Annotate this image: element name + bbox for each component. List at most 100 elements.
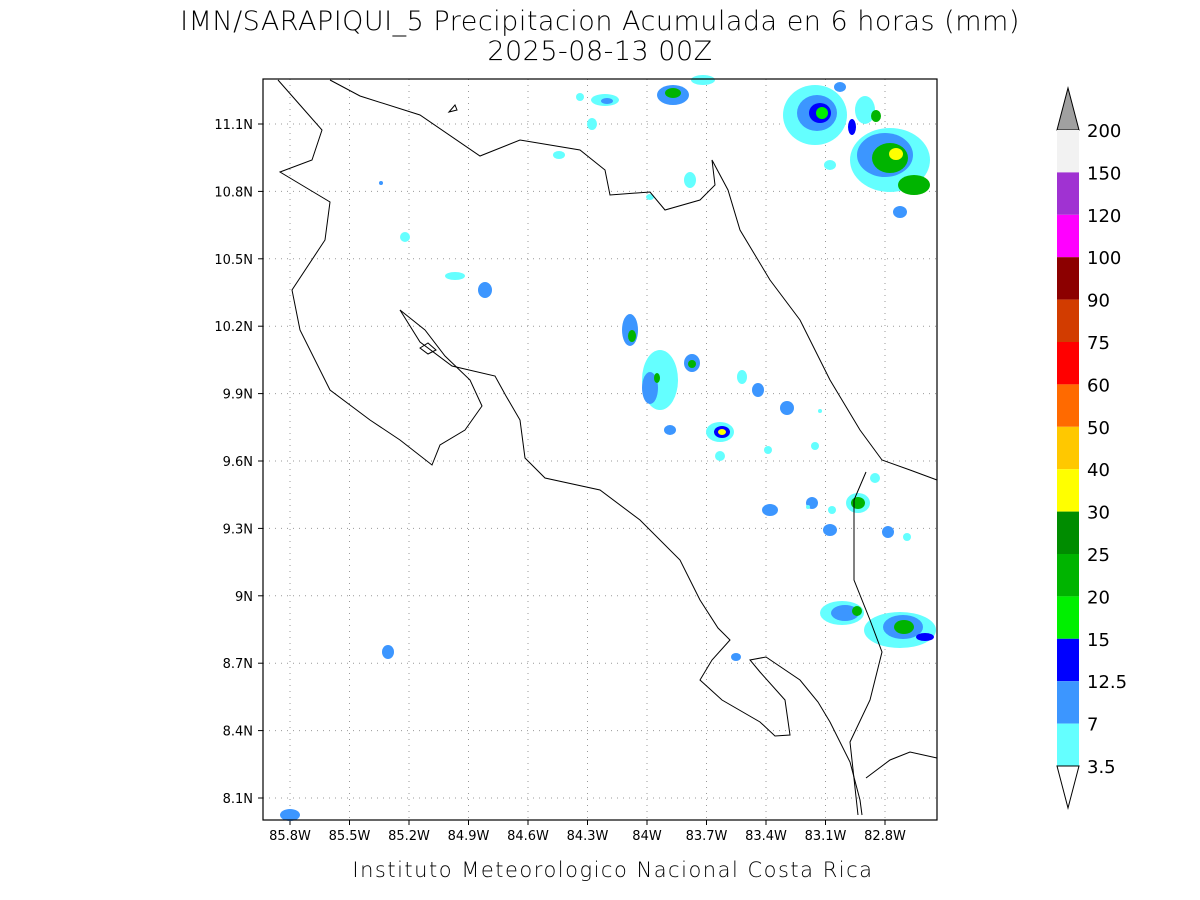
colorbar-box	[1057, 130, 1079, 173]
coastline	[865, 751, 938, 779]
precip-area	[587, 118, 597, 130]
precip-area	[628, 330, 636, 342]
precip-area	[898, 175, 930, 195]
colorbar-box	[1057, 426, 1079, 470]
lat-label: 9.6N	[223, 455, 253, 470]
colorbar-label: 50	[1087, 418, 1110, 439]
precip-area	[553, 151, 565, 159]
precip-area	[871, 110, 881, 122]
lat-label: 9.9N	[223, 388, 253, 403]
lat-label: 10.5N	[214, 253, 253, 268]
precip-area	[664, 425, 676, 435]
precip-area	[806, 505, 810, 509]
colorbar-box	[1057, 299, 1079, 342]
precip-area	[916, 633, 934, 641]
precip-area	[445, 272, 465, 280]
lon-label: 84.3W	[567, 829, 609, 844]
colorbar: 200 150 120 100 90 75 60 50 40 30 25 20 15 12.5 7 3.5	[1056, 86, 1127, 810]
coastlines	[277, 79, 938, 816]
precip-area	[737, 370, 747, 384]
colorbar-label: 150	[1087, 163, 1121, 184]
precip-area	[622, 314, 638, 346]
precip-area	[831, 605, 859, 621]
lake	[419, 342, 437, 355]
title: IMN/SARAPIQUI_5 Precipitacion Acumulada …	[180, 6, 1020, 37]
colorbar-box	[1057, 638, 1079, 682]
precip-area	[882, 526, 894, 538]
precip-area	[665, 88, 681, 98]
colorbar-box	[1057, 596, 1079, 639]
precip-area	[823, 524, 837, 536]
colorbar-box	[1057, 554, 1079, 597]
precip-area	[731, 653, 741, 661]
colorbar-box	[1057, 342, 1079, 385]
precip-area	[382, 645, 394, 659]
precip-area	[834, 82, 846, 92]
precip-area	[894, 620, 914, 634]
map-frame	[262, 78, 938, 821]
lat-label: 11.1N	[214, 118, 253, 133]
lon-label: 84.9W	[448, 829, 490, 844]
colorbar-label: 90	[1087, 291, 1110, 312]
precip-area	[824, 160, 836, 170]
precip-area	[654, 373, 660, 383]
footer: Instituto Meteorologico Nacional Costa R…	[352, 858, 873, 882]
lat-label: 8.7N	[223, 657, 253, 672]
precip-area	[379, 181, 383, 185]
lon-label: 85.5W	[329, 829, 371, 844]
colorbar-label: 12.5	[1087, 672, 1127, 693]
lon-label: 83.4W	[745, 829, 787, 844]
grid	[258, 79, 937, 825]
precip-area	[762, 504, 778, 516]
colorbar-label: 7	[1087, 715, 1098, 736]
precip-area	[752, 383, 764, 397]
lon-label: 83.7W	[686, 829, 728, 844]
precip-area	[718, 429, 726, 435]
colorbar-box	[1057, 384, 1079, 427]
precip-area	[688, 360, 696, 368]
colorbar-label: 100	[1087, 248, 1121, 269]
subtitle: 2025-08-13 00Z	[487, 36, 712, 67]
colorbar-box	[1057, 214, 1079, 258]
coastline	[329, 79, 938, 481]
precip-area	[642, 372, 658, 404]
precip-area	[811, 442, 819, 450]
precip-area	[646, 194, 654, 200]
colorbar-label: 20	[1087, 587, 1110, 608]
colorbar-label: 75	[1087, 333, 1110, 354]
colorbar-under	[1056, 765, 1080, 810]
precip-area	[684, 172, 696, 188]
lon-label: 85.8W	[269, 829, 311, 844]
colorbar-label: 40	[1087, 460, 1110, 481]
precip-area	[576, 93, 584, 101]
precip-area	[715, 451, 725, 461]
precip-area	[691, 75, 715, 85]
colorbar-label: 25	[1087, 545, 1110, 566]
lat-label: 8.1N	[223, 792, 253, 807]
precip-area	[828, 506, 836, 514]
precip-area	[855, 96, 875, 124]
lat-label: 10.2N	[214, 320, 253, 335]
lon-label: 84.6W	[507, 829, 549, 844]
lon-label: 83.1W	[805, 829, 847, 844]
precip-area	[764, 446, 772, 454]
colorbar-box	[1057, 257, 1079, 300]
precip-area	[852, 606, 862, 616]
precip-area	[818, 409, 822, 413]
colorbar-over	[1056, 86, 1080, 131]
precip-area	[400, 232, 410, 242]
lat-label: 9.3N	[223, 522, 253, 537]
precip-area	[851, 497, 865, 509]
lon-label: 82.8W	[864, 829, 906, 844]
precip-area	[601, 98, 613, 104]
precip-area	[889, 148, 903, 160]
colorbar-label: 3.5	[1087, 757, 1116, 778]
lat-label: 8.4N	[223, 725, 253, 740]
precip-area	[903, 533, 911, 541]
colorbar-box	[1057, 172, 1079, 215]
precip-area	[780, 401, 794, 415]
colorbar-label: 15	[1087, 630, 1110, 651]
precip-area	[848, 119, 856, 135]
colorbar-label: 200	[1087, 121, 1121, 142]
island	[447, 104, 458, 113]
